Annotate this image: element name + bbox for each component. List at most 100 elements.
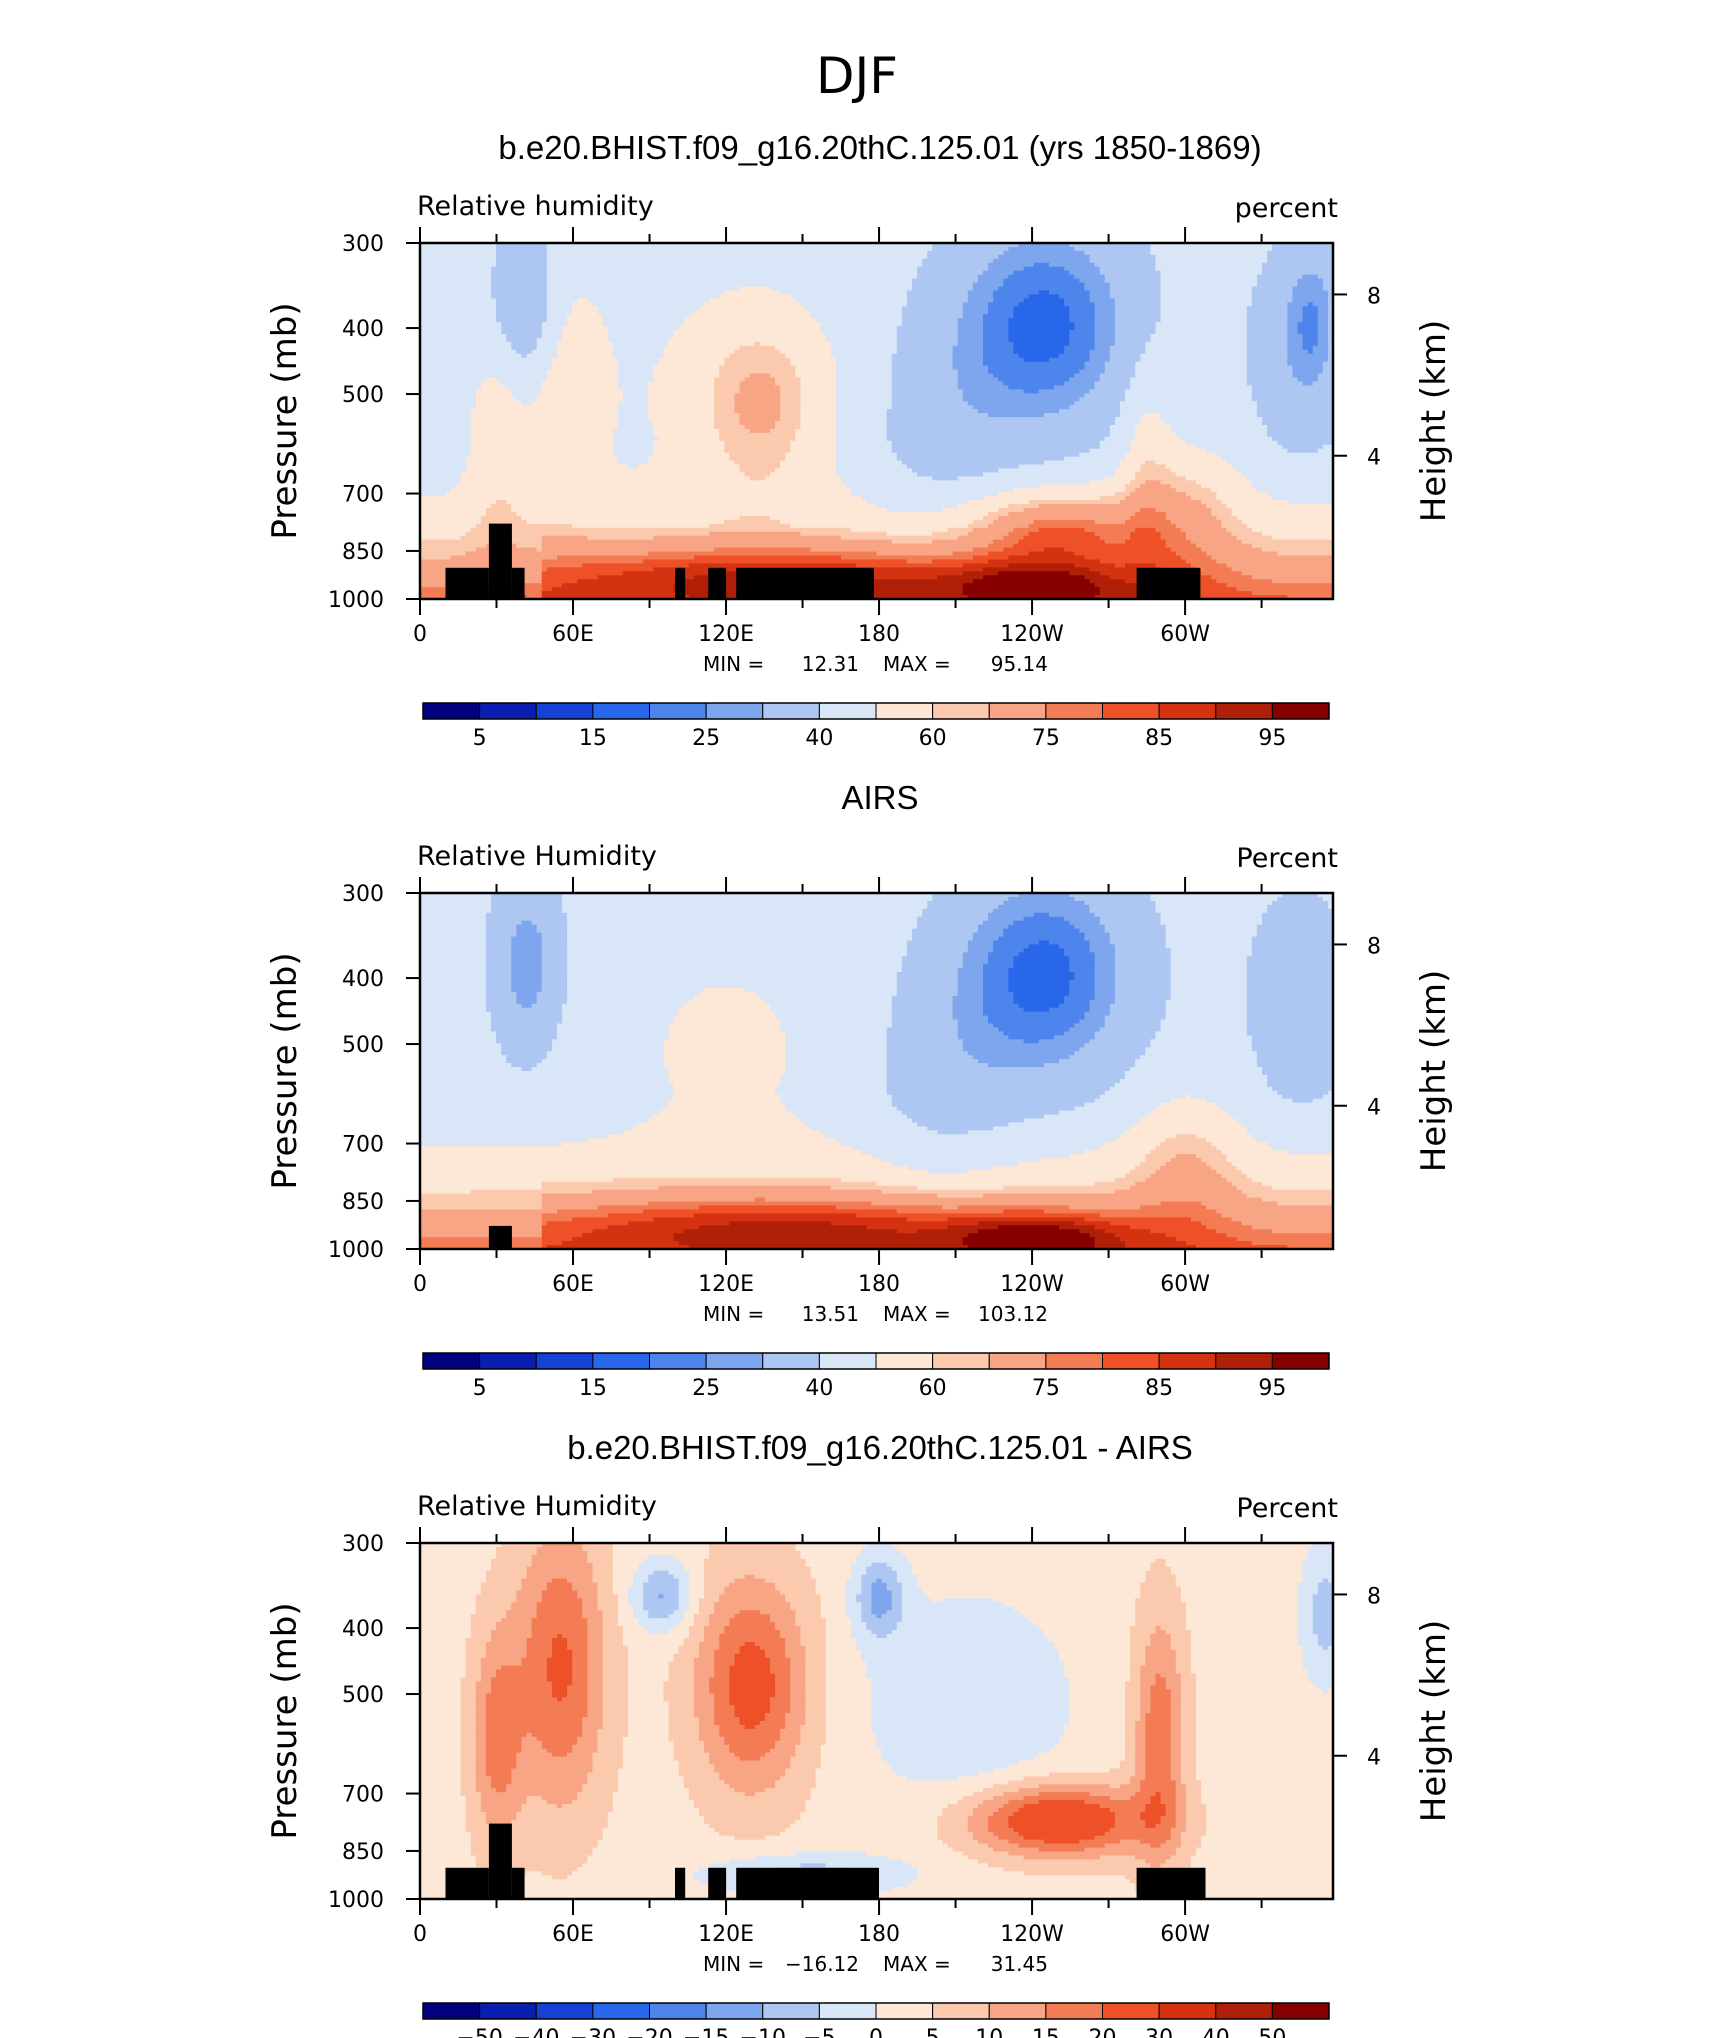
contour-cell bbox=[1114, 948, 1172, 954]
contour-cell bbox=[1190, 1649, 1304, 1655]
contour-cell bbox=[521, 1661, 548, 1667]
plot-frame bbox=[418, 1541, 1335, 1901]
contour-cell bbox=[587, 1657, 604, 1663]
contour-cell bbox=[536, 393, 624, 399]
contour-cell bbox=[1185, 492, 1218, 497]
contour-cell bbox=[825, 1732, 878, 1738]
contour-cell bbox=[475, 1610, 508, 1615]
contour-cell bbox=[617, 413, 650, 418]
contour-cell bbox=[871, 1709, 1071, 1714]
contour-cell bbox=[947, 1217, 1086, 1223]
contour-cell bbox=[648, 551, 878, 557]
contour-cell bbox=[485, 940, 513, 946]
contour-cell bbox=[1312, 1626, 1333, 1631]
contour-cell bbox=[638, 1562, 685, 1568]
contour-cell bbox=[698, 1641, 721, 1647]
contour-cell bbox=[648, 393, 715, 399]
contour-cell bbox=[577, 1594, 599, 1600]
contour-cell bbox=[420, 1788, 462, 1793]
contour-cell bbox=[1155, 1558, 1167, 1564]
contour-cell bbox=[567, 1641, 589, 1647]
chart-panel: b.e20.BHIST.f09_g16.20thC.125.01 - AIRSR… bbox=[265, 1429, 1454, 2038]
contour-cell bbox=[1135, 1122, 1243, 1128]
contour-cell bbox=[1089, 353, 1111, 359]
contour-cell bbox=[465, 460, 619, 466]
contour-cell bbox=[967, 401, 1076, 406]
contour-cell bbox=[420, 1851, 472, 1857]
contour-cell bbox=[1170, 484, 1202, 490]
contour-cell bbox=[526, 519, 726, 525]
contour-cell bbox=[810, 1126, 929, 1132]
contour-cell bbox=[1140, 1717, 1147, 1722]
contour-cell bbox=[1165, 1015, 1248, 1021]
contour-cell bbox=[800, 381, 837, 387]
contour-cell bbox=[1069, 1154, 1147, 1159]
contour-cell bbox=[1241, 472, 1333, 478]
contour-cell bbox=[627, 1673, 670, 1679]
contour-cell bbox=[1160, 1027, 1248, 1033]
contour-cell bbox=[1135, 1618, 1187, 1623]
min-label: MIN = bbox=[703, 652, 764, 676]
colorbar-label: −40 bbox=[513, 2026, 559, 2038]
colorbar-swatch bbox=[1271, 702, 1330, 720]
contour-cell bbox=[983, 515, 1000, 521]
contour-cell bbox=[420, 341, 513, 347]
contour-cell bbox=[521, 1657, 548, 1663]
colorbar-label: 40 bbox=[805, 1376, 833, 1401]
contour-cell bbox=[1125, 519, 1172, 525]
contour-cell bbox=[668, 1098, 781, 1104]
contour-cell bbox=[1094, 952, 1116, 958]
contour-cell bbox=[851, 1566, 868, 1572]
contour-cell bbox=[810, 1792, 974, 1797]
contour-cell bbox=[1003, 900, 1086, 906]
contour-cell bbox=[1196, 1732, 1333, 1738]
contour-cell bbox=[749, 476, 766, 482]
contour-cell bbox=[1261, 417, 1333, 422]
contour-cell bbox=[983, 1193, 1248, 1199]
contour-cell bbox=[688, 1594, 705, 1600]
contour-cell bbox=[1165, 1161, 1207, 1167]
contour-cell bbox=[1099, 916, 1162, 922]
contour-cell bbox=[1170, 1855, 1192, 1861]
contour-cell bbox=[1246, 333, 1289, 339]
contour-cell bbox=[1003, 250, 1086, 256]
contour-cell bbox=[962, 314, 984, 319]
contour-cell bbox=[541, 1237, 573, 1242]
contour-cell bbox=[1099, 496, 1126, 501]
contour-cell bbox=[739, 286, 771, 292]
contour-cell bbox=[1272, 436, 1333, 442]
contour-cell bbox=[420, 385, 482, 391]
contour-cell bbox=[663, 1693, 695, 1699]
contour-cell bbox=[1292, 373, 1319, 379]
contour-cell bbox=[1256, 278, 1299, 284]
contour-cell bbox=[1267, 1142, 1333, 1147]
contour-cell bbox=[790, 1677, 807, 1683]
contour-cell bbox=[1079, 1229, 1106, 1234]
y-tick-label: 400 bbox=[342, 317, 384, 342]
contour-cell bbox=[1267, 424, 1333, 430]
contour-cell bbox=[1317, 373, 1333, 379]
contour-cell bbox=[470, 1835, 604, 1841]
contour-cell bbox=[536, 999, 568, 1005]
contour-cell bbox=[698, 1225, 868, 1231]
contour-cell bbox=[1307, 1550, 1333, 1556]
contour-cell bbox=[572, 1661, 589, 1667]
contour-cell bbox=[1196, 1689, 1324, 1695]
contour-cell bbox=[729, 1669, 771, 1675]
contour-cell bbox=[536, 341, 558, 347]
contour-cell bbox=[511, 964, 543, 969]
contour-cell bbox=[485, 995, 518, 1001]
contour-cell bbox=[420, 1582, 482, 1588]
contour-cell bbox=[1140, 1815, 1162, 1821]
contour-cell bbox=[1094, 968, 1116, 973]
contour-cell bbox=[420, 515, 482, 521]
contour-cell bbox=[1261, 531, 1333, 537]
contour-cell bbox=[1048, 912, 1096, 918]
contour-cell bbox=[587, 1653, 604, 1659]
contour-cell bbox=[420, 1740, 462, 1746]
contour-cell bbox=[1302, 1661, 1333, 1667]
contour-cell bbox=[993, 1811, 1015, 1817]
contour-cell bbox=[531, 920, 568, 926]
contour-cell bbox=[1114, 468, 1142, 474]
